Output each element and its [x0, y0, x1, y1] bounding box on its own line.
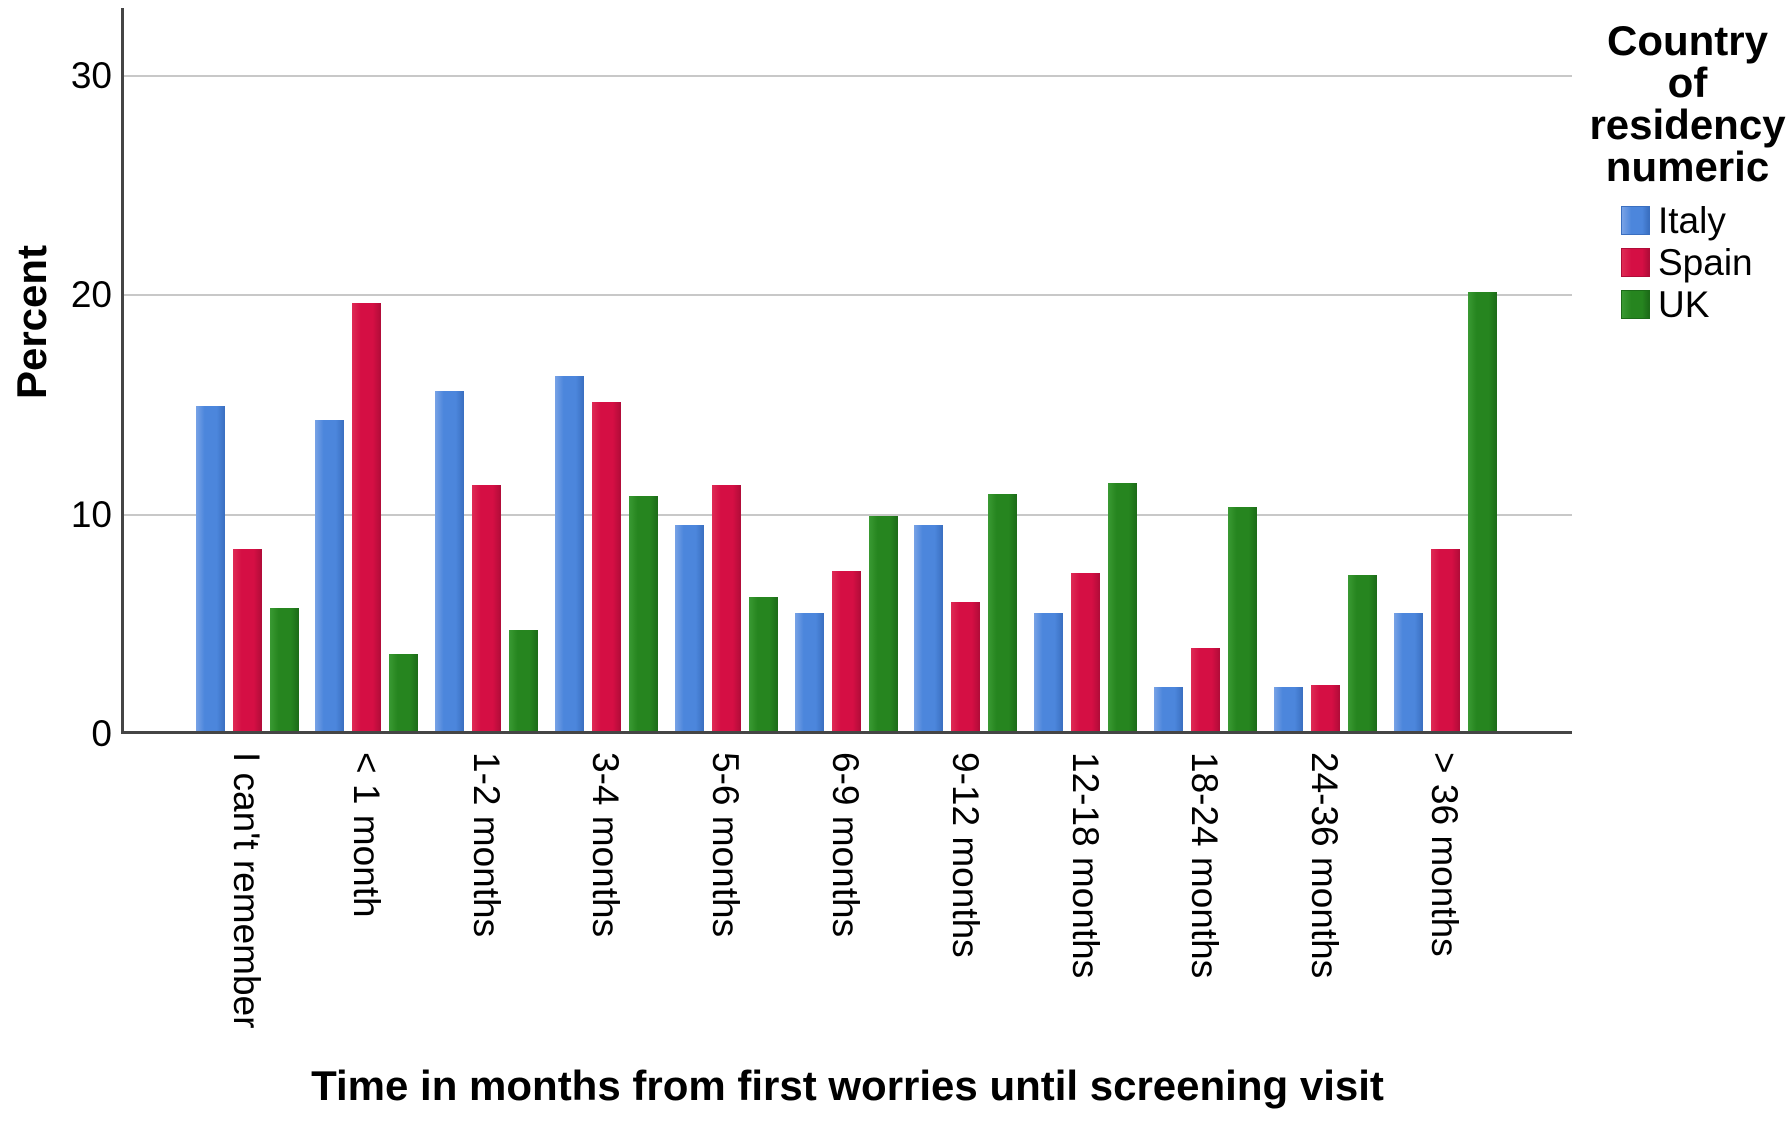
bar-spain-8: [1190, 647, 1220, 731]
bar-spain-0: [232, 548, 262, 731]
bar-spain-9: [1310, 684, 1340, 731]
legend-items: Italy Spain UK: [1588, 202, 1787, 323]
y-tick-label-20: 20: [70, 274, 112, 316]
bar-italy-5: [794, 612, 824, 731]
x-tick-label-4: 5-6 months: [705, 752, 747, 938]
bar-uk-1: [389, 654, 419, 731]
bar-spain-1: [352, 303, 382, 731]
legend-title-line: Country: [1607, 17, 1768, 64]
bar-italy-3: [554, 375, 584, 731]
bar-spain-2: [472, 485, 502, 731]
bar-spain-5: [831, 570, 861, 731]
legend-title-line: numeric: [1605, 143, 1770, 190]
plot-area: [121, 8, 1572, 734]
bar-uk-6: [988, 494, 1018, 731]
bar-uk-9: [1347, 575, 1377, 731]
x-tick-label-2: 1-2 months: [465, 752, 507, 938]
bar-spain-6: [951, 601, 981, 731]
x-tick-label-0: I can't remember: [226, 752, 267, 1029]
gridline-10: [124, 513, 1572, 516]
bar-italy-10: [1393, 612, 1423, 731]
bar-italy-1: [315, 419, 345, 731]
bar-spain-4: [711, 485, 741, 731]
legend-title: Country of residency numeric: [1588, 20, 1787, 188]
bar-uk-4: [748, 597, 778, 731]
bar-italy-9: [1273, 687, 1303, 731]
legend-item-uk: UK: [1621, 286, 1787, 323]
bar-uk-5: [868, 516, 898, 731]
legend-swatch-spain: [1621, 248, 1650, 277]
bar-uk-8: [1227, 507, 1257, 731]
x-tick-label-9: 24-36 months: [1304, 752, 1346, 979]
legend-label-uk: UK: [1658, 284, 1710, 325]
gridline-30: [124, 75, 1572, 78]
gridline-20: [124, 294, 1572, 297]
legend-swatch-italy: [1621, 206, 1650, 235]
x-tick-label-10: > 36 months: [1424, 752, 1465, 957]
y-tick-label-10: 10: [70, 493, 112, 535]
y-tick-label-0: 0: [91, 713, 112, 754]
x-tick-label-5: 6-9 months: [825, 752, 866, 938]
bar-italy-6: [914, 524, 944, 731]
x-axis-title: Time in months from first worries until …: [311, 1062, 1384, 1109]
bar-italy-7: [1034, 612, 1064, 731]
legend: Country of residency numeric Italy Spain UK: [1588, 20, 1787, 332]
bar-uk-7: [1108, 483, 1138, 731]
x-tick-label-1: < 1 month: [345, 752, 387, 918]
y-tick-label-30: 30: [70, 55, 112, 97]
bar-italy-8: [1153, 687, 1183, 731]
bar-uk-2: [509, 630, 539, 731]
bar-italy-4: [674, 524, 704, 731]
bar-italy-0: [195, 406, 225, 731]
bar-spain-10: [1430, 548, 1460, 731]
legend-title-line: of: [1667, 59, 1708, 106]
x-tick-label-3: 3-4 months: [585, 752, 627, 938]
legend-label-spain: Spain: [1658, 242, 1753, 283]
x-tick-label-8: 18-24 months: [1184, 752, 1226, 979]
bar-italy-2: [435, 391, 465, 731]
legend-item-spain: Spain: [1621, 244, 1787, 281]
bar-spain-3: [591, 402, 621, 731]
x-tick-label-7: 12-18 months: [1064, 752, 1106, 979]
legend-title-line: residency: [1589, 101, 1786, 148]
bar-uk-3: [628, 496, 658, 731]
bar-uk-10: [1467, 292, 1497, 731]
bar-uk-0: [269, 608, 299, 731]
bar-spain-7: [1071, 573, 1101, 731]
y-axis-title: Percent: [8, 244, 55, 400]
legend-label-italy: Italy: [1658, 200, 1726, 241]
x-tick-label-6: 9-12 months: [944, 752, 986, 958]
legend-swatch-uk: [1621, 290, 1650, 319]
legend-item-italy: Italy: [1621, 202, 1787, 239]
